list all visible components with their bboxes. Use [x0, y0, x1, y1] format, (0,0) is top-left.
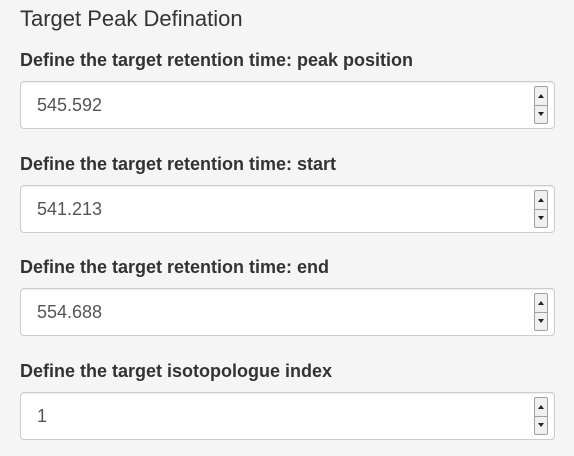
isotopologue-index-label: Define the target isotopologue index: [20, 361, 333, 381]
chevron-down-icon: [538, 423, 544, 428]
isotopologue-index-decrement-button[interactable]: [535, 415, 547, 435]
chevron-down-icon: [538, 319, 544, 324]
start-spinner[interactable]: [534, 190, 548, 228]
start-value[interactable]: 541.213: [37, 199, 103, 219]
peak-position-increment-button[interactable]: [535, 87, 547, 105]
chevron-up-icon: [538, 300, 544, 305]
isotopologue-index-spinner[interactable]: [534, 397, 548, 435]
chevron-up-icon: [538, 93, 544, 98]
peak-position-decrement-button[interactable]: [535, 104, 547, 124]
start-input[interactable]: 541.213: [20, 185, 555, 233]
start-label: Define the target retention time: start: [20, 154, 337, 174]
peak-position-value[interactable]: 545.592: [37, 95, 103, 115]
chevron-up-icon: [538, 404, 544, 409]
peak-position-spinner[interactable]: [534, 86, 548, 124]
isotopologue-index-input[interactable]: 1: [20, 392, 555, 440]
end-increment-button[interactable]: [535, 294, 547, 312]
chevron-down-icon: [538, 112, 544, 117]
start-increment-button[interactable]: [535, 191, 547, 209]
end-spinner[interactable]: [534, 293, 548, 331]
end-input[interactable]: 554.688: [20, 288, 555, 336]
isotopologue-index-increment-button[interactable]: [535, 398, 547, 416]
end-decrement-button[interactable]: [535, 311, 547, 331]
start-decrement-button[interactable]: [535, 208, 547, 228]
peak-position-input[interactable]: 545.592: [20, 81, 555, 129]
peak-position-label: Define the target retention time: peak p…: [20, 50, 414, 70]
chevron-up-icon: [538, 197, 544, 202]
section-title: Target Peak Defination: [20, 6, 243, 31]
end-label: Define the target retention time: end: [20, 257, 330, 277]
end-value[interactable]: 554.688: [37, 302, 103, 322]
chevron-down-icon: [538, 216, 544, 221]
isotopologue-index-value[interactable]: 1: [37, 406, 48, 426]
